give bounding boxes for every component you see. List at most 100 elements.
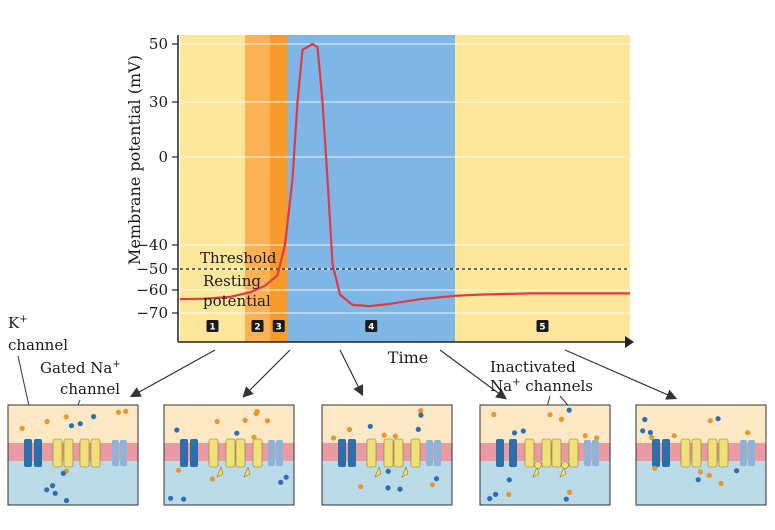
intracellular-space — [636, 461, 766, 505]
k-channel — [338, 439, 346, 467]
na-ion — [115, 409, 122, 415]
y-tick-label: 30 — [149, 93, 168, 111]
leak-channel — [426, 440, 433, 466]
na-channel — [63, 438, 74, 468]
phase-badge-5 — [536, 320, 549, 332]
membrane-panel-1 — [7, 404, 139, 506]
na-ion — [649, 434, 655, 440]
k-ion — [715, 416, 721, 422]
na-ion — [214, 418, 220, 425]
na-channel — [410, 438, 421, 468]
k-channel — [34, 439, 42, 467]
na-channel — [541, 438, 552, 468]
y-tick-label: 0 — [158, 148, 168, 166]
phase-band-3 — [270, 35, 288, 342]
phase-bands — [180, 35, 630, 342]
k-ion — [506, 477, 512, 483]
phase-band-5 — [455, 35, 630, 342]
na-ion — [745, 430, 751, 436]
extracellular-space — [164, 405, 294, 443]
x-axis-label: Time — [388, 348, 428, 367]
na-ion — [697, 469, 704, 475]
y-tick-label: −50 — [136, 260, 168, 278]
na-ion — [418, 408, 424, 414]
inactivated-label: Inactivated — [490, 358, 576, 376]
leak-channel — [740, 440, 747, 466]
na-ion — [253, 411, 259, 417]
k-ion — [77, 421, 83, 427]
k-channel — [24, 439, 32, 467]
na-ion — [209, 476, 215, 482]
gated-na-label: Gated Na+ — [40, 359, 121, 377]
k-channel-label-line2: channel — [8, 336, 68, 354]
k-ion — [385, 468, 391, 474]
action-potential-curve — [179, 42, 630, 308]
k-channel-label: K+ — [8, 314, 28, 332]
y-tick-label: −60 — [136, 281, 168, 299]
na-ion — [44, 418, 50, 425]
na-channel-gate — [559, 466, 567, 478]
leak-channel — [120, 440, 127, 466]
na-channel-gate — [401, 466, 409, 478]
k-ion — [493, 491, 499, 497]
na-channel — [90, 438, 101, 468]
k-ion — [642, 416, 648, 423]
na-channel — [691, 438, 702, 468]
na-channel — [225, 438, 236, 468]
membrane-panel-2 — [163, 404, 295, 506]
intracellular-space — [8, 461, 138, 505]
phase-band-2 — [245, 35, 270, 342]
phase-badge-4 — [365, 320, 378, 332]
na-channel — [393, 438, 404, 468]
k-channel — [348, 439, 356, 467]
na-channel — [718, 438, 729, 468]
k-ion — [385, 485, 391, 491]
panel-border — [7, 404, 139, 506]
na-ion — [19, 425, 25, 431]
na-ion — [652, 465, 658, 471]
panel-border — [635, 404, 767, 506]
na-channel — [252, 438, 263, 468]
threshold-label: Threshold — [200, 249, 277, 267]
na-channel — [208, 438, 219, 468]
intracellular-space — [322, 461, 452, 505]
phase-badge-3 — [272, 320, 285, 332]
k-ion — [433, 476, 440, 482]
na-ion — [264, 418, 270, 424]
k-ion — [734, 468, 740, 474]
phase-badge-label: 2 — [254, 323, 260, 333]
phase-band-1 — [180, 35, 245, 342]
resting-label-line1: Resting — [203, 272, 261, 290]
na-ion — [330, 435, 337, 441]
phase-band-4 — [287, 35, 455, 342]
na-channel — [524, 438, 535, 468]
na-ion — [718, 480, 724, 486]
k-ion — [91, 414, 97, 420]
k-ion — [50, 483, 56, 489]
phase-badge-2 — [251, 320, 264, 332]
k-ion — [283, 474, 289, 480]
na-ion — [176, 467, 182, 473]
k-ion — [168, 495, 174, 501]
na-ion — [429, 482, 435, 488]
na-channel — [707, 438, 718, 468]
x-axis-arrow — [625, 336, 634, 348]
k-channel — [509, 439, 517, 467]
k-ion — [68, 423, 75, 429]
na-channel — [551, 438, 562, 468]
k-ion — [52, 490, 58, 496]
na-ion — [566, 489, 573, 495]
leak-channel — [592, 440, 599, 466]
membrane-potential-line — [179, 42, 630, 308]
k-ion — [174, 427, 180, 433]
na-channel — [383, 438, 394, 468]
na-ion — [392, 433, 398, 439]
na-ion — [242, 417, 248, 423]
panel-border — [479, 404, 611, 506]
extracellular-space — [480, 405, 610, 443]
na-channel-gate — [243, 466, 251, 478]
k-ion — [566, 407, 572, 413]
k-ion — [234, 430, 240, 436]
na-channel — [366, 438, 377, 468]
